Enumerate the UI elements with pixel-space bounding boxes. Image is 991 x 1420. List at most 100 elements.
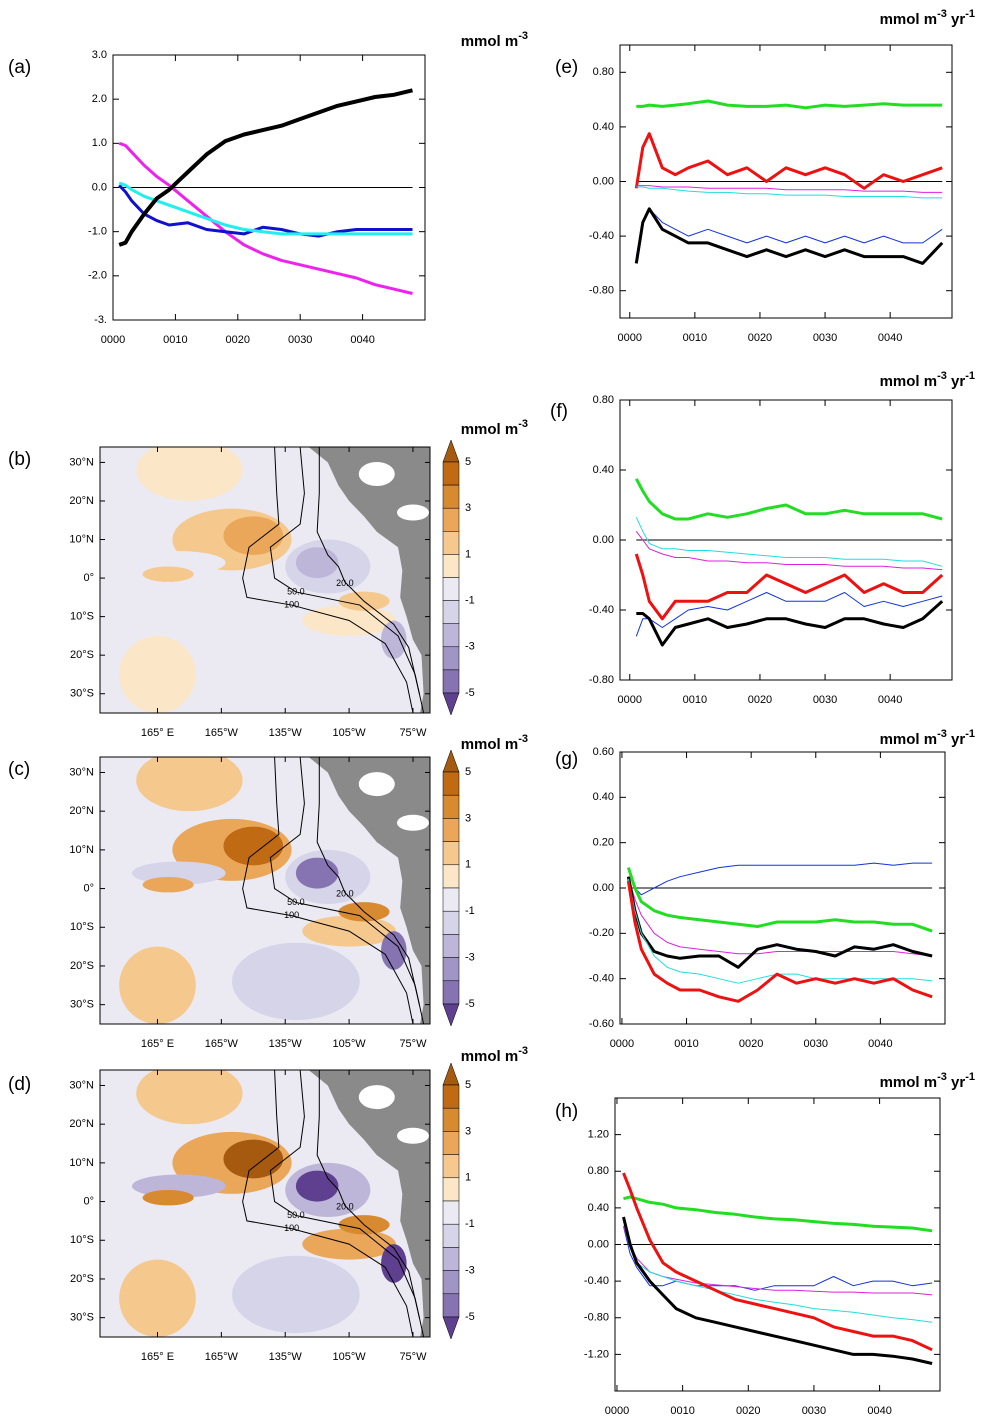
y-tick-label: 0.80 — [593, 394, 614, 406]
x-tick-label: 0000 — [610, 1038, 634, 1050]
field-patch — [381, 620, 407, 660]
contour-label: 50.0 — [287, 897, 305, 907]
x-tick-label: 0010 — [163, 334, 187, 346]
unit-text: mmol m — [880, 731, 938, 748]
x-tick-label: 0040 — [878, 694, 902, 706]
colorbar-label: 5 — [465, 1079, 471, 1091]
colorbar-triangle — [442, 749, 460, 773]
y-tick-label: 20°S — [70, 1273, 94, 1285]
x-tick-label: 0020 — [736, 1405, 760, 1417]
y-tick-label: 0.40 — [593, 121, 614, 133]
field-patch — [136, 447, 243, 501]
y-tick-label: 1.0 — [92, 137, 107, 149]
map-frame — [99, 756, 431, 1025]
panel-label: (g) — [555, 749, 578, 770]
x-tick-label: 75°W — [399, 727, 427, 739]
colorbar-box — [442, 1200, 460, 1225]
field-patch — [232, 632, 360, 710]
series-line — [636, 99, 943, 110]
panel-label: (b) — [8, 449, 31, 470]
x-tick-label: 0020 — [739, 1038, 763, 1050]
y-tick-label: 30°S — [70, 1312, 94, 1324]
contour-label: 100 — [284, 599, 299, 609]
y-tick-label: 30°N — [69, 766, 94, 778]
y-tick-label: 10°N — [69, 533, 94, 545]
x-tick-label: 105°W — [333, 727, 367, 739]
unit-label: mmol m-3 — [461, 1045, 528, 1065]
colorbar-label: -1 — [465, 1218, 475, 1230]
x-tick-label: 0040 — [868, 1038, 892, 1050]
y-tick-label: 0.60 — [593, 746, 614, 758]
map-frame — [99, 1069, 431, 1338]
unit-exponent: -1 — [965, 370, 975, 382]
colorbar-label: 1 — [465, 1172, 471, 1184]
map-field — [100, 447, 430, 713]
map-field — [100, 757, 430, 1024]
colorbar-label: 3 — [465, 1125, 471, 1137]
unit-text: mmol m — [461, 33, 519, 50]
land-mask — [396, 504, 429, 521]
series-line — [118, 181, 413, 236]
colorbar-box — [442, 794, 460, 819]
colorbar-label: 1 — [465, 859, 471, 871]
x-tick-label: 0030 — [288, 334, 312, 346]
field-patch — [142, 566, 194, 582]
colorbar-box — [442, 1223, 460, 1248]
series-line — [634, 207, 944, 265]
y-tick-label: 10°N — [69, 1157, 94, 1169]
colorbar-label: -5 — [465, 1311, 475, 1323]
series-line — [636, 185, 943, 193]
panel-label: (h) — [555, 1101, 578, 1122]
unit-text: mmol m — [880, 1074, 938, 1091]
y-tick-label: -1.20 — [584, 1348, 609, 1360]
contour-label: 20.0 — [336, 1202, 354, 1212]
series-line — [634, 478, 943, 521]
series-line — [626, 867, 933, 933]
contour-line — [269, 447, 425, 713]
panel-label: (d) — [8, 1074, 31, 1095]
x-tick-label: 165° E — [141, 1038, 174, 1050]
contour-label: 20.0 — [336, 889, 354, 899]
field-patch — [295, 1170, 339, 1202]
y-tick-label: 20°S — [70, 960, 94, 972]
unit-label: mmol m-3 — [461, 30, 528, 50]
series-line — [636, 600, 944, 647]
unit-text: mmol m — [880, 11, 938, 28]
series-line — [635, 517, 943, 567]
y-tick-label: 0.0 — [92, 181, 107, 193]
contour-line — [242, 447, 414, 713]
series-line — [622, 1172, 933, 1352]
y-tick-label: -2.0 — [88, 270, 107, 282]
y-tick-label: -0.80 — [584, 1312, 609, 1324]
contour-label: 50.0 — [287, 586, 305, 596]
series-line — [623, 1226, 933, 1291]
y-tick-label: -0.60 — [589, 1018, 614, 1030]
land-mask — [358, 772, 395, 797]
colorbar-box — [442, 554, 460, 578]
y-tick-label: 0.00 — [593, 882, 614, 894]
y-tick-label: -3. — [94, 314, 107, 326]
contour-line — [242, 1070, 414, 1337]
series-line — [623, 1216, 933, 1323]
y-tick-label: 20°N — [69, 1118, 94, 1130]
colorbar-box — [442, 1107, 460, 1132]
unit-exponent: -3 — [518, 418, 528, 430]
y-tick-label: 30°N — [69, 456, 94, 468]
series-line — [626, 876, 933, 969]
colorbar-box — [442, 841, 460, 866]
colorbar-label: 3 — [465, 502, 471, 514]
unit-exponent: -3 — [518, 733, 528, 745]
colorbar-box — [442, 771, 460, 796]
y-tick-label: 10°S — [70, 921, 94, 933]
y-tick-label: 0.40 — [588, 1202, 609, 1214]
colorbar-triangle — [442, 1316, 460, 1340]
x-tick-label: 0000 — [618, 332, 642, 344]
colorbar-box — [442, 1177, 460, 1202]
colorbar-box — [442, 507, 460, 532]
colorbar-box — [442, 577, 460, 601]
colorbar-label: 5 — [465, 456, 471, 468]
colorbar-box — [442, 484, 460, 509]
field-patch — [223, 1139, 284, 1179]
series-line — [622, 1216, 933, 1365]
field-patch — [295, 857, 339, 889]
